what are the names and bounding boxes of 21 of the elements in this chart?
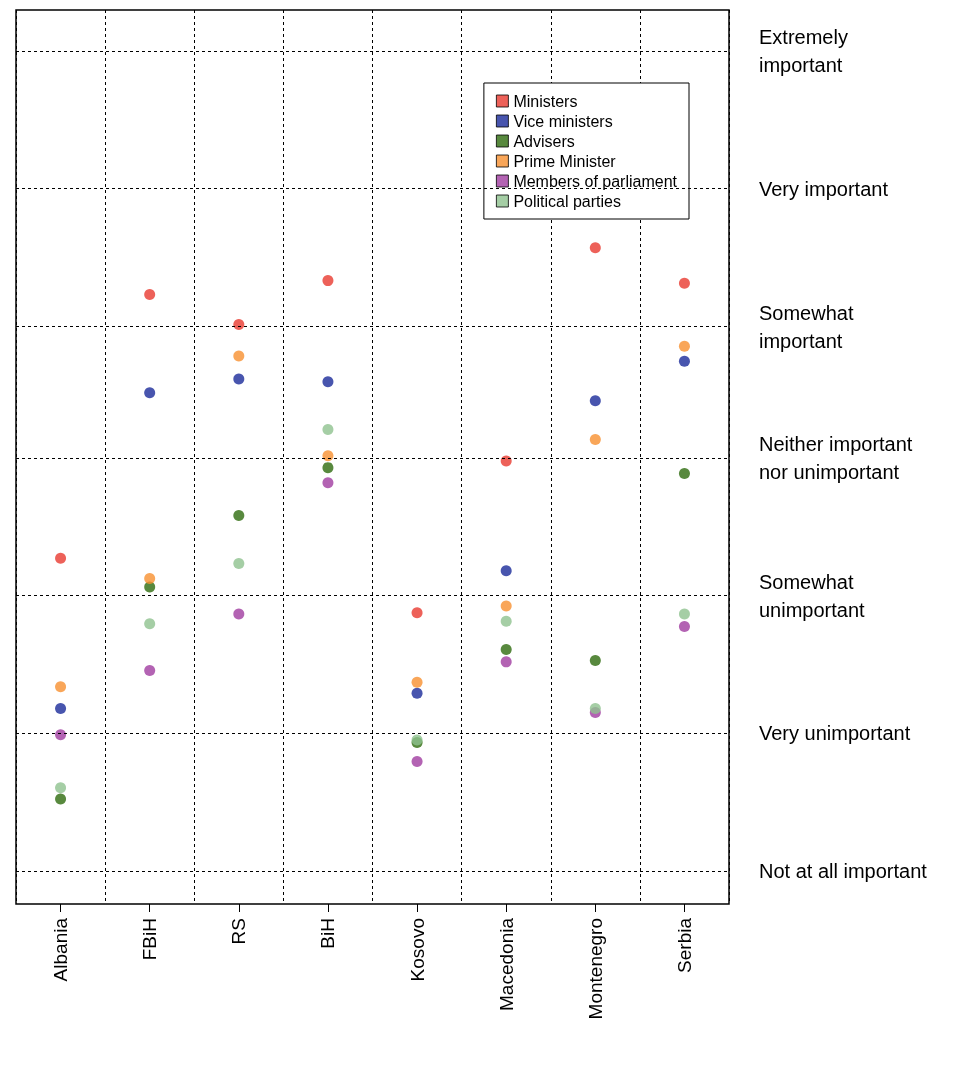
ref-line-label: Somewhat important — [759, 301, 860, 352]
x-tick-label: Macedonia — [495, 917, 517, 1011]
x-tick-label: FBiH — [139, 918, 161, 961]
x-tick-label: Kosovo — [406, 918, 428, 982]
ref-line-label: Somewhat unimportant — [759, 570, 866, 621]
x-tick-label: RS — [228, 918, 250, 945]
ref-line-label: Not at all important — [759, 860, 928, 883]
ref-line-label: Extremely important — [759, 25, 854, 76]
ref-line-label: Very unimportant — [759, 722, 911, 745]
legend-label: Ministers — [513, 92, 578, 110]
x-tick-label: Montenegro — [584, 918, 606, 1020]
legend-label: Advisers — [513, 132, 575, 150]
legend-label: Members of parliament — [513, 172, 678, 190]
x-tick-label: Serbia — [673, 917, 695, 973]
ref-line-label: Neither important nor unimportant — [759, 432, 918, 483]
x-tick-label: Albania — [50, 917, 72, 982]
legend-label: Prime Minister — [513, 152, 617, 170]
legend-label: Political parties — [513, 192, 621, 210]
x-tick-label: BiH — [317, 918, 339, 949]
legend-label: Vice ministers — [513, 112, 613, 130]
ref-line-label: Very important — [759, 177, 889, 200]
